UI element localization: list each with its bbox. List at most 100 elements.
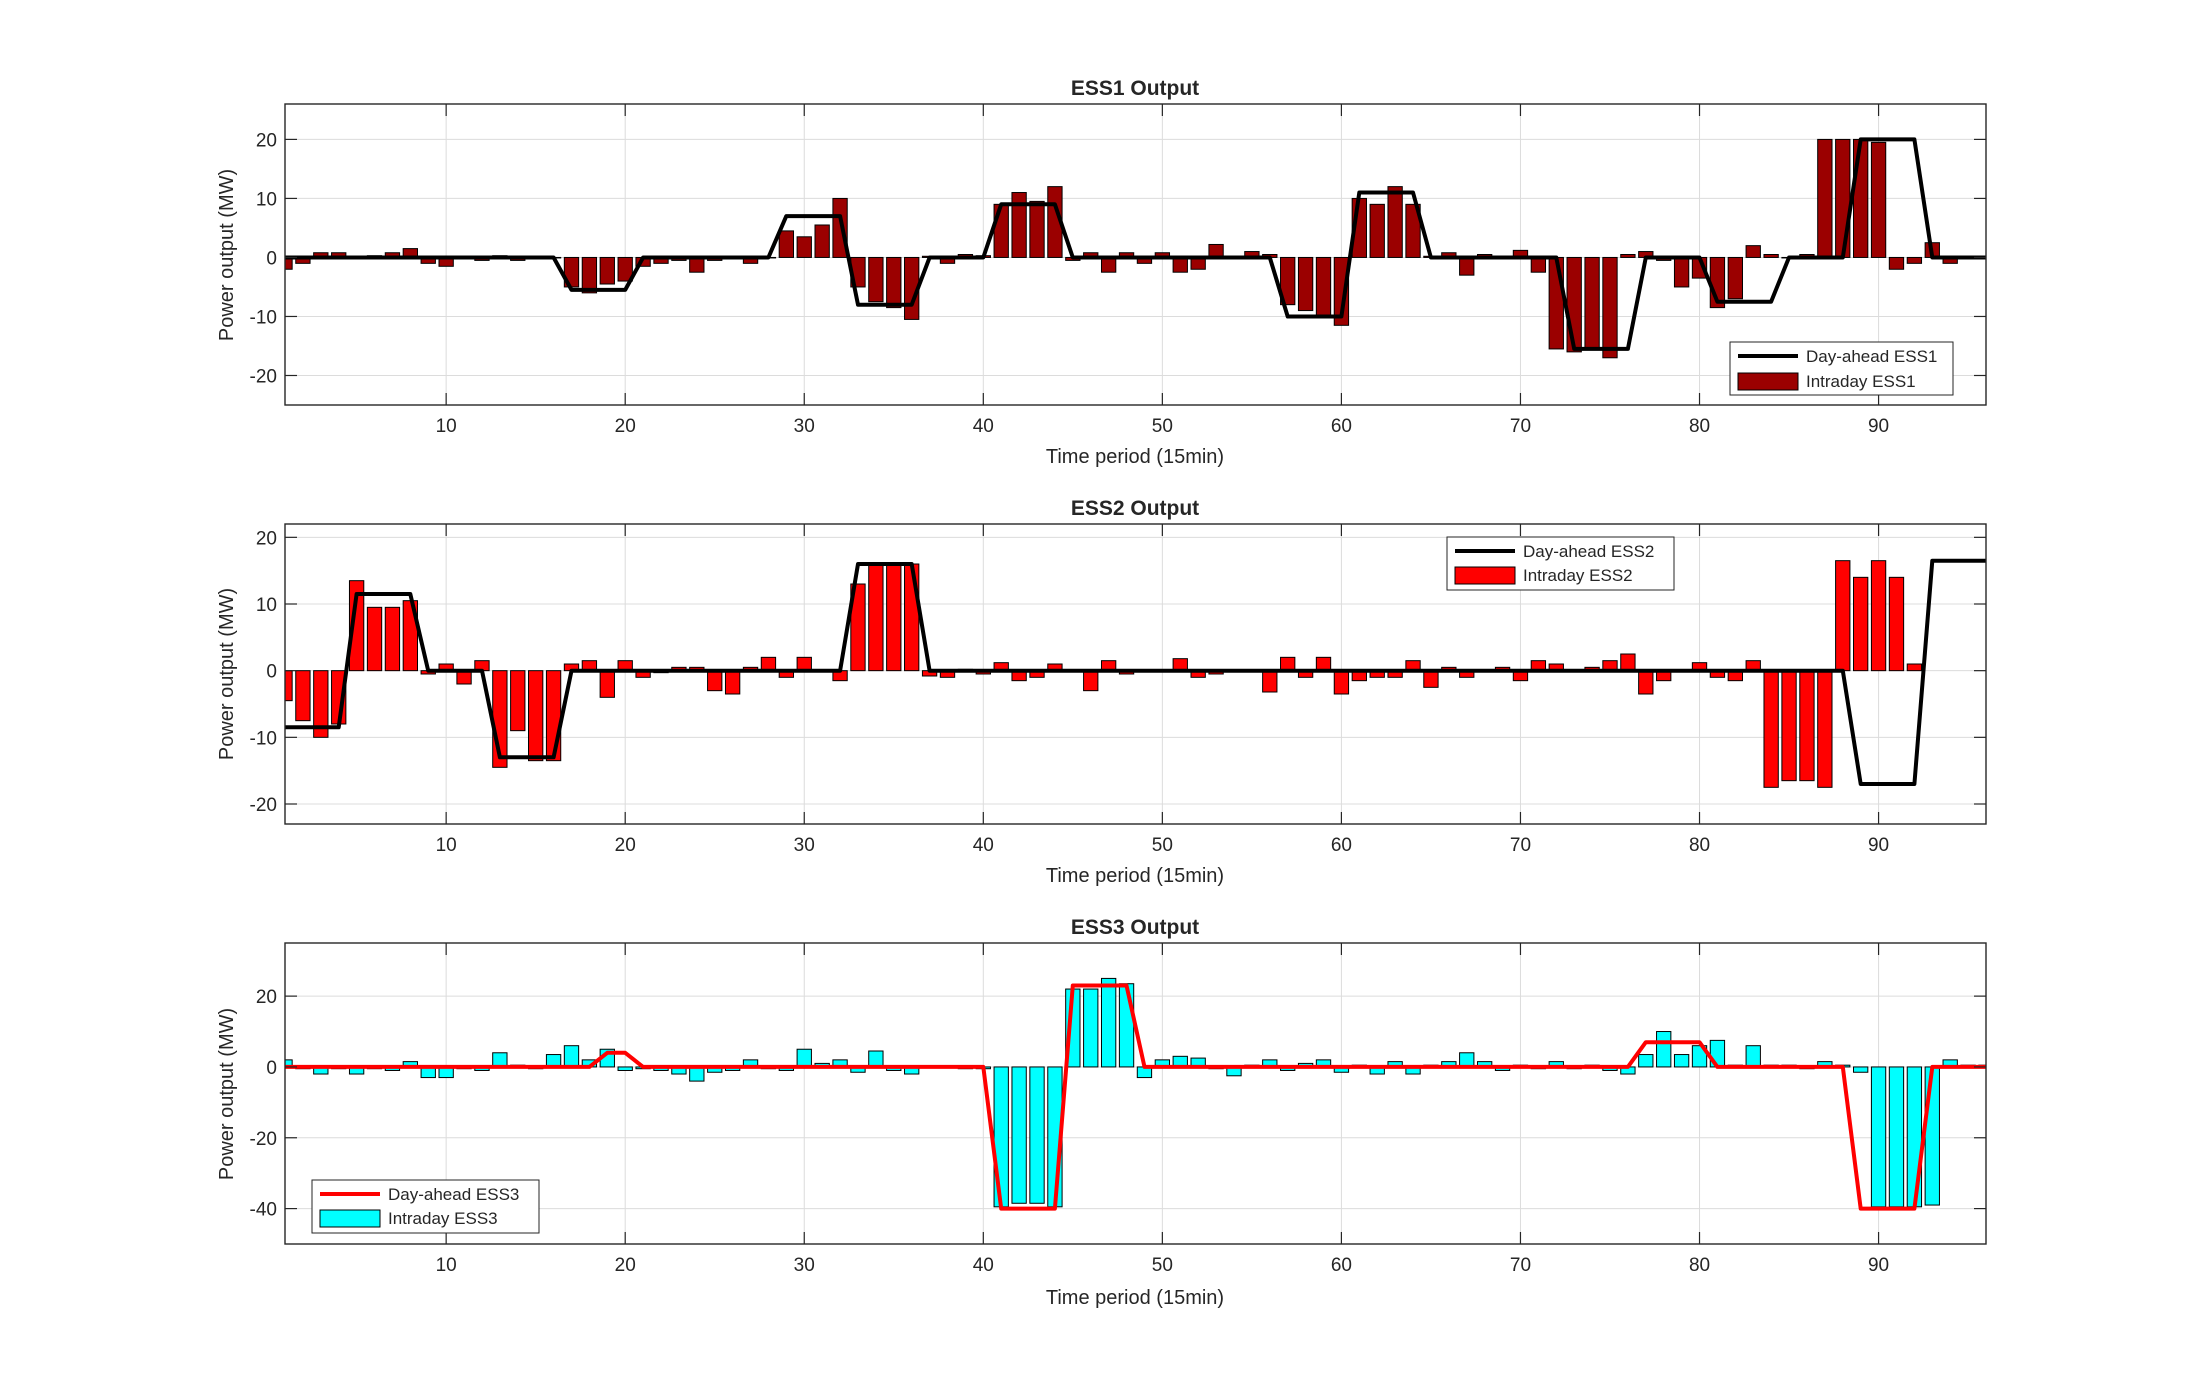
ess3-intraday-bar-92: [1906, 1066, 1923, 1208]
ess1-x-tick-label-80: 80: [1689, 416, 1710, 437]
ess2-intraday-bar-56: [1262, 670, 1278, 693]
ess3-y-tick-label-20: 20: [256, 987, 277, 1008]
ess1-intraday-bar-67: [1459, 256, 1475, 276]
ess3-legend-label-intraday: Intraday ESS3: [388, 1209, 498, 1228]
ess3-legend-bar-swatch: [319, 1209, 381, 1228]
ess1-intraday-bar-89: [1853, 138, 1869, 258]
ess1-legend-label-day-ahead: Day-ahead ESS1: [1806, 347, 1937, 366]
ess3-y-tick-label-0: 0: [266, 1058, 277, 1079]
ess2-panel: 10 20 30 40 50 60 70 80 90 -20 -10 0 10 20 ESS2 Outpu…: [216, 497, 1987, 887]
ess1-intraday-bar-62: [1369, 203, 1385, 258]
ess2-intraday-bar-16: [545, 670, 562, 762]
ess1-legend: Day-ahead ESS1 Intraday ESS1: [1729, 341, 1954, 396]
ess1-legend-label-intraday: Intraday ESS1: [1806, 372, 1916, 391]
ess2-x-tick-label-60: 60: [1331, 835, 1352, 856]
ess2-x-tick-label-50: 50: [1152, 835, 1173, 856]
ess1-legend-bar-swatch: [1737, 372, 1799, 391]
ess3-intraday-bar-20: [617, 1066, 633, 1071]
ess2-intraday-bar-3: [313, 670, 329, 738]
ess2-y-tick-label-0: 0: [266, 662, 277, 683]
ess3-intraday-bar-90: [1870, 1066, 1887, 1208]
ess2-intraday-bar-14: [510, 670, 526, 732]
ess3-x-tick-label-80: 80: [1689, 1255, 1710, 1276]
ess1-intraday-bar-76: [1620, 254, 1636, 258]
ess1-x-tick-label-50: 50: [1152, 416, 1173, 437]
ess3-day-ahead-line: [285, 983, 1986, 1211]
ess1-intraday-bar-64: [1405, 203, 1421, 258]
ess2-y-tick-label--20: -20: [250, 795, 277, 816]
ess2-intraday-bar-85: [1781, 670, 1797, 782]
ess2-legend-label-day-ahead: Day-ahead ESS2: [1523, 542, 1654, 561]
ess1-y-axis-label: Power output (MW): [216, 169, 238, 341]
ess2-day-ahead-line: [285, 558, 1986, 786]
ess3-intraday-bar-17: [563, 1045, 580, 1068]
ess1-x-tick-label-10: 10: [436, 416, 457, 437]
ess3-intraday-bar-78: [1656, 1031, 1672, 1068]
ess1-intraday-bar-42: [1011, 192, 1027, 258]
ess1-intraday-bar-90: [1870, 141, 1887, 258]
ess3-intraday-bar-13: [492, 1052, 508, 1068]
ess2-intraday-bar-89: [1853, 576, 1869, 672]
ess1-y-tick-label-10: 10: [256, 189, 277, 210]
ess1-intraday-bar-20: [617, 256, 633, 282]
ess1-intraday-bar-73: [1566, 256, 1582, 353]
ess3-x-tick-label-30: 30: [794, 1255, 815, 1276]
ess2-y-tick-label-10: 10: [256, 595, 277, 616]
ess2-intraday-bar-59: [1315, 656, 1332, 672]
ess1-intraday-bar-84: [1763, 254, 1779, 258]
ess3-intraday-bar-46: [1083, 988, 1099, 1068]
ess1-panel: 10 20 30 40 50 60 70 80 90 -20 -10 0 10 20 ESS1 Outpu…: [216, 77, 1987, 468]
ess1-intraday-bar-79: [1673, 256, 1690, 288]
ess3-x-tick-label-10: 10: [436, 1255, 457, 1276]
ess3-intraday-bar-41: [993, 1066, 1009, 1208]
ess2-x-tick-label-20: 20: [615, 835, 636, 856]
ess1-y-tick-label--20: -20: [250, 366, 277, 387]
ess1-intraday-bar-57: [1280, 256, 1296, 306]
ess1-intraday-bar-51: [1172, 256, 1188, 273]
ess1-intraday-bar-58: [1297, 256, 1314, 312]
ess2-intraday-bar-46: [1083, 670, 1099, 692]
ess1-x-axis-label: Time period (15min): [1046, 446, 1224, 468]
ess2-intraday-bar-26: [724, 670, 741, 695]
ess2-x-tick-label-40: 40: [973, 835, 994, 856]
ess3-legend-label-day-ahead: Day-ahead ESS3: [388, 1185, 519, 1204]
ess2-intraday-bar-35: [886, 563, 902, 672]
ess1-intraday-bar-34: [868, 256, 884, 303]
ess3-x-axis-label: Time period (15min): [1046, 1287, 1224, 1309]
ess1-intraday-bar-88: [1835, 138, 1851, 258]
ess1-x-tick-label-70: 70: [1510, 416, 1531, 437]
ess1-intraday-bar-82: [1727, 256, 1743, 300]
ess1-y-tick-label-20: 20: [256, 130, 277, 151]
ess3-intraday-bar-34: [868, 1050, 884, 1068]
ess1-ticks: 10 20 30 40 50 60 70 80 90 -20 -10 0 10 20: [250, 104, 1986, 437]
ess2-x-tick-label-90: 90: [1868, 835, 1889, 856]
ess3-intraday-bar-67: [1459, 1052, 1475, 1068]
ess3-x-tick-label-90: 90: [1868, 1255, 1889, 1276]
ess2-y-axis-label: Power output (MW): [216, 588, 238, 760]
ess3-y-tick-label--40: -40: [250, 1200, 277, 1221]
ess2-intraday-bar-7: [384, 606, 401, 672]
ess2-x-tick-label-70: 70: [1510, 835, 1531, 856]
ess1-intraday-bar-83: [1745, 245, 1761, 258]
ess1-intraday-bar-59: [1315, 256, 1332, 317]
ess3-x-tick-label-50: 50: [1152, 1255, 1173, 1276]
ess2-intraday-bar-25: [707, 670, 723, 692]
ess2-intraday-bar-65: [1423, 670, 1439, 688]
ess2-plot-area: [285, 524, 1986, 824]
ess2-intraday-bar-6: [366, 606, 383, 672]
ess1-intraday-bar-19: [599, 256, 615, 285]
ess1-day-ahead-line: [285, 137, 1986, 351]
ess1-x-tick-label-90: 90: [1868, 416, 1889, 437]
ess1-intraday-bar-30: [796, 236, 812, 258]
ess3-x-tick-label-70: 70: [1510, 1255, 1531, 1276]
ess3-intraday-bar-24: [689, 1066, 705, 1082]
ess1-intraday-bar-72: [1548, 256, 1564, 350]
ess3-intraday-bar-91: [1888, 1066, 1905, 1208]
ess3-intraday-bar-80: [1691, 1045, 1708, 1068]
ess3-x-tick-label-40: 40: [973, 1255, 994, 1276]
ess2-intraday-bar-36: [904, 563, 920, 672]
ess2-y-tick-label--10: -10: [250, 728, 277, 749]
ess1-intraday-bar-24: [689, 256, 705, 273]
